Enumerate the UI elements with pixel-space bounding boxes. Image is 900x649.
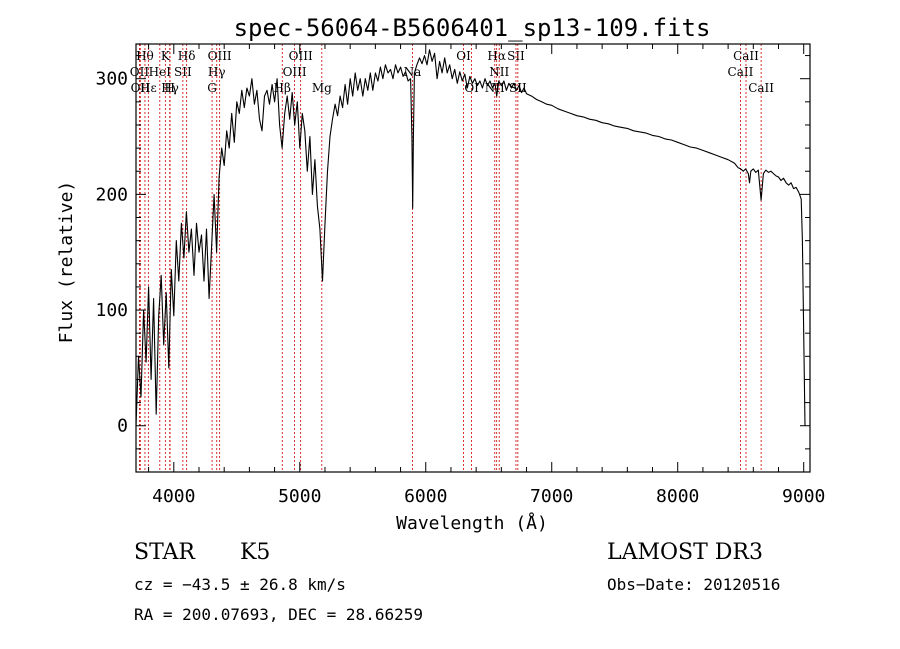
spectral-line-label: Hδ [178, 49, 196, 63]
x-tick-label: 5000 [278, 486, 321, 507]
spectral-line-label: Hγ [161, 81, 179, 95]
spectral-line-label: Hγ [208, 65, 226, 79]
sky-coordinates: RA = 200.07693, DEC = 28.66259 [134, 605, 423, 624]
y-axis-label: Flux (relative) [56, 181, 77, 344]
spectral-line-label: K [161, 49, 171, 63]
spectral-line-label: NII [485, 81, 505, 95]
y-tick-label: 100 [95, 300, 128, 321]
spectral-line-label: HeI [149, 65, 172, 79]
spectral-line-label: Hα [487, 49, 506, 63]
spectral-line-label: OIII [208, 49, 232, 63]
spectral-line-label: Hε [140, 81, 157, 95]
object-subclass: K5 [240, 540, 271, 565]
x-tick-label: 8000 [656, 486, 699, 507]
spectral-line-label: SII [174, 65, 192, 79]
spectral-line-label: OIII [283, 65, 307, 79]
spectral-line-label: Mg [312, 81, 332, 95]
x-tick-label: 4000 [152, 486, 195, 507]
spectral-line-markers: HθOIIOIIHεHeIKHHγSIIHδGHγOIIIHβOIIIOIIIM… [130, 44, 774, 472]
survey-name: LAMOST DR3 [607, 540, 763, 565]
x-tick-label: 9000 [782, 486, 825, 507]
object-class: STAR [134, 540, 195, 565]
plot-frame [135, 43, 811, 473]
y-tick-label: 0 [117, 416, 128, 437]
chart-title: spec-56064-B5606401_sp13-109.fits [234, 14, 711, 42]
spectral-line-label: CaII [733, 49, 759, 63]
y-tick-label: 300 [95, 69, 128, 90]
x-tick-label: 6000 [404, 486, 447, 507]
spectral-line-label: NII [489, 65, 509, 79]
spectral-line-label: CaII [728, 65, 754, 79]
axis-ticks: 4000 5000 6000 7000 8000 9000 0 100 200 300 [95, 44, 825, 507]
flux-series-line [135, 49, 806, 426]
spectral-line-label: G [207, 81, 217, 95]
y-tick-label: 200 [95, 184, 128, 205]
spectrum-chart: spec-56064-B5606401_sp13-109.fits HθOIIO… [56, 14, 825, 534]
redshift-velocity: cz = −43.5 ± 26.8 km/s [134, 575, 346, 594]
observation-date: Obs−Date: 20120516 [607, 575, 781, 594]
spectral-line-label: OI [456, 49, 471, 63]
spectral-line-label: OII [130, 65, 150, 79]
spectral-line-label: Na [404, 65, 422, 79]
spectral-line-label: CaII [748, 81, 774, 95]
spectral-line-label: OIII [289, 49, 313, 63]
x-axis-label: Wavelength (Å) [396, 512, 548, 534]
x-tick-label: 7000 [530, 486, 573, 507]
spectral-line-label: SII [507, 49, 525, 63]
